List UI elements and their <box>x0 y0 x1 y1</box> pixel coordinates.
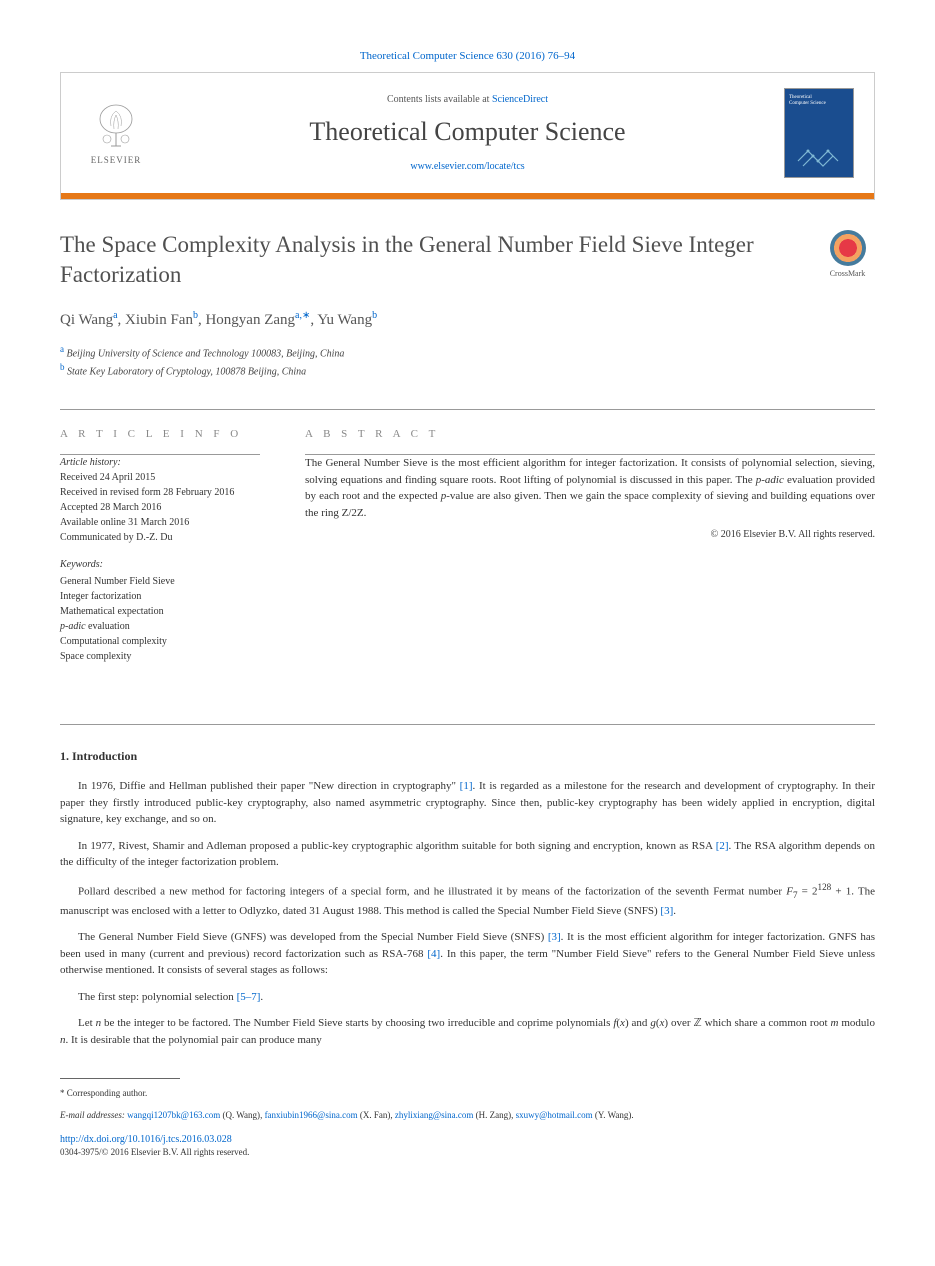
abstract-copyright: © 2016 Elsevier B.V. All rights reserved… <box>305 529 875 540</box>
doi-link[interactable]: http://dx.doi.org/10.1016/j.tcs.2016.03.… <box>60 1134 232 1145</box>
crossmark-badge[interactable]: CrossMark <box>820 230 875 285</box>
email-link[interactable]: zhylixiang@sina.com <box>395 1110 474 1120</box>
author-affil-sup[interactable]: b <box>193 310 198 321</box>
affiliation-line: a Beijing University of Science and Tech… <box>60 343 875 361</box>
crossmark-icon <box>830 230 866 266</box>
doi-line: http://dx.doi.org/10.1016/j.tcs.2016.03.… <box>60 1134 875 1145</box>
journal-url: www.elsevier.com/locate/tcs <box>151 161 784 172</box>
body-paragraph: Let n be the integer to be factored. The… <box>60 1015 875 1048</box>
author-affil-sup[interactable]: b <box>372 310 377 321</box>
body-paragraph: The General Number Field Sieve (GNFS) wa… <box>60 929 875 979</box>
footnote-separator <box>60 1078 180 1079</box>
journal-name: Theoretical Computer Science <box>151 117 784 147</box>
ref-link-1[interactable]: [1] <box>460 780 473 792</box>
body-paragraph: Pollard described a new method for facto… <box>60 881 875 919</box>
abstract-text: The General Number Sieve is the most eff… <box>305 455 875 521</box>
body-paragraph: In 1977, Rivest, Shamir and Adleman prop… <box>60 838 875 871</box>
history-item: Communicated by D.-Z. Du <box>60 532 172 543</box>
history-item: Received 24 April 2015 <box>60 472 155 483</box>
ref-link-4[interactable]: [4] <box>427 948 440 960</box>
sciencedirect-link[interactable]: ScienceDirect <box>492 94 548 105</box>
email-who: (Y. Wang) <box>595 1110 631 1120</box>
keyword-item: Integer factorization <box>60 591 141 602</box>
journal-url-link[interactable]: www.elsevier.com/locate/tcs <box>410 161 524 172</box>
keyword-item: Space complexity <box>60 651 131 662</box>
history-item: Received in revised form 28 February 201… <box>60 487 234 498</box>
author-name: Qi Wang <box>60 312 113 328</box>
info-abstract-row: A R T I C L E I N F O Article history: R… <box>60 409 875 694</box>
abstract-column: A B S T R A C T The General Number Sieve… <box>280 410 875 694</box>
elsevier-logo: ELSEVIER <box>81 93 151 173</box>
article-info-column: A R T I C L E I N F O Article history: R… <box>60 410 280 694</box>
affiliations: a Beijing University of Science and Tech… <box>60 343 875 380</box>
author-name: Hongyan Zang <box>205 312 295 328</box>
keyword-item: Computational complexity <box>60 636 167 647</box>
history-label: Article history: <box>60 457 121 468</box>
email-who: (X. Fan) <box>360 1110 391 1120</box>
page-container: Theoretical Computer Science 630 (2016) … <box>0 0 935 1207</box>
author-affil-sup[interactable]: a <box>113 310 117 321</box>
header-center: Contents lists available at ScienceDirec… <box>151 94 784 172</box>
article-title: The Space Complexity Analysis in the Gen… <box>60 230 820 290</box>
history-item: Accepted 28 March 2016 <box>60 502 161 513</box>
corresponding-author-note: * Corresponding author. <box>60 1087 875 1101</box>
ref-link-5-7[interactable]: [5–7] <box>237 991 261 1003</box>
title-row: The Space Complexity Analysis in the Gen… <box>60 230 875 290</box>
top-citation-link[interactable]: Theoretical Computer Science 630 (2016) … <box>360 50 575 62</box>
header-inner: ELSEVIER Contents lists available at Sci… <box>61 73 874 193</box>
keywords-block: Keywords: General Number Field Sieve Inte… <box>60 557 260 664</box>
top-citation: Theoretical Computer Science 630 (2016) … <box>60 50 875 62</box>
article-info-header: A R T I C L E I N F O <box>60 428 260 440</box>
contents-line: Contents lists available at ScienceDirec… <box>151 94 784 105</box>
keyword-item: Mathematical expectation <box>60 606 164 617</box>
crossmark-label: CrossMark <box>830 269 866 278</box>
contents-prefix: Contents lists available at <box>387 94 492 105</box>
keywords-label: Keywords: <box>60 559 103 570</box>
ref-link-2[interactable]: [2] <box>716 840 729 852</box>
keyword-item: General Number Field Sieve <box>60 576 175 587</box>
journal-header: ELSEVIER Contents lists available at Sci… <box>60 72 875 200</box>
elsevier-tree-icon <box>91 101 141 151</box>
history-item: Available online 31 March 2016 <box>60 517 189 528</box>
affiliation-line: b State Key Laboratory of Cryptology, 10… <box>60 361 875 379</box>
article-history: Article history: Received 24 April 2015R… <box>60 455 260 545</box>
email-link[interactable]: sxuwy@hotmail.com <box>516 1110 593 1120</box>
abstract-header: A B S T R A C T <box>305 428 875 440</box>
cover-thumb-title: TheoreticalComputer Science <box>789 95 849 107</box>
authors-line: Qi Wanga, Xiubin Fanb, Hongyan Zanga,∗, … <box>60 310 875 329</box>
body-paragraph: The first step: polynomial selection [5–… <box>60 989 875 1006</box>
issn-copyright: 0304-3975/© 2016 Elsevier B.V. All right… <box>60 1147 875 1157</box>
history-lines: Received 24 April 2015 Received in revise… <box>60 472 234 543</box>
header-orange-bar <box>61 193 874 199</box>
elsevier-label: ELSEVIER <box>91 155 142 165</box>
keywords-list: General Number Field Sieve Integer factor… <box>60 574 260 664</box>
email-who: (H. Zang) <box>476 1110 512 1120</box>
journal-cover-thumbnail: TheoreticalComputer Science <box>784 88 854 178</box>
author-affil-sup[interactable]: a,∗ <box>295 310 310 321</box>
ref-link-3[interactable]: [3] <box>660 905 673 917</box>
email-label: E-mail addresses: <box>60 1110 125 1120</box>
cover-graphic-icon <box>793 136 847 171</box>
email-link[interactable]: fanxiubin1966@sina.com <box>265 1110 358 1120</box>
corr-author-label: * Corresponding author. <box>60 1088 147 1098</box>
email-link[interactable]: wangqi1207bk@163.com <box>127 1110 220 1120</box>
section-1-body: In 1976, Diffie and Hellman published th… <box>60 778 875 1048</box>
keyword-item: p-adic evaluation <box>60 621 130 632</box>
section-introduction: 1. Introduction In 1976, Diffie and Hell… <box>60 724 875 1048</box>
ref-link-3[interactable]: [3] <box>548 931 561 943</box>
email-addresses: E-mail addresses: wangqi1207bk@163.com (… <box>60 1109 875 1123</box>
emails-list: wangqi1207bk@163.com (Q. Wang), fanxiubi… <box>127 1110 633 1120</box>
email-who: (Q. Wang) <box>222 1110 260 1120</box>
author-name: Yu Wang <box>317 312 372 328</box>
author-name: Xiubin Fan <box>125 312 193 328</box>
body-paragraph: In 1976, Diffie and Hellman published th… <box>60 778 875 828</box>
section-1-title: 1. Introduction <box>60 749 875 764</box>
